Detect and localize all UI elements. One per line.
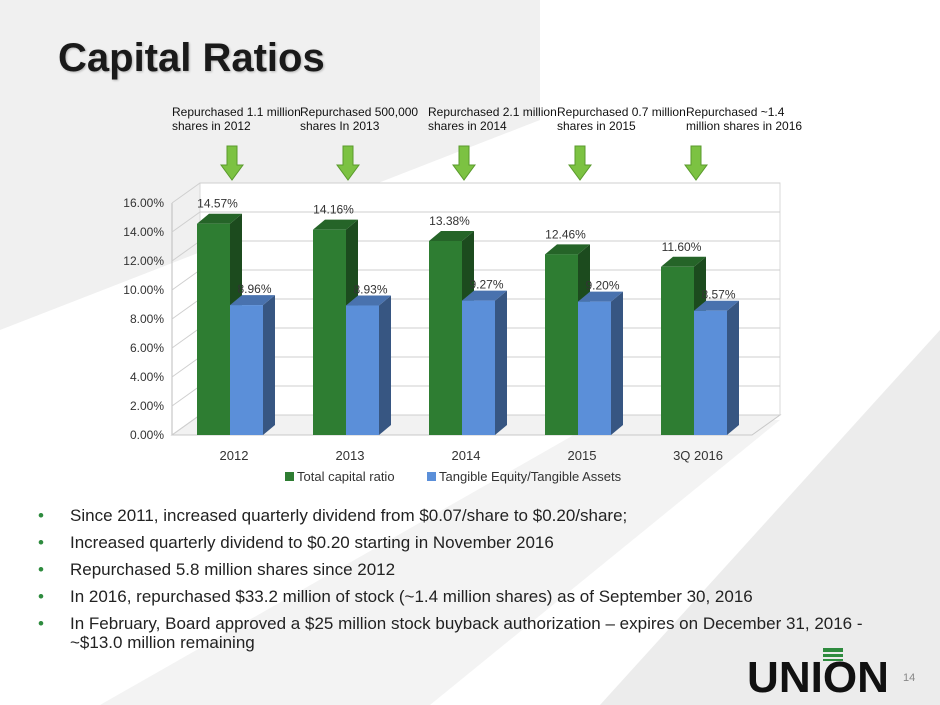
x-tick-label: 2012 <box>220 448 249 463</box>
y-tick-label: 10.00% <box>123 283 164 297</box>
x-tick-label: 2015 <box>568 448 597 463</box>
bar-tangible-equity-tangible-assets <box>346 305 379 435</box>
x-tick-label: 2014 <box>452 448 481 463</box>
bar-tangible-equity-tangible-assets <box>578 301 611 435</box>
logo-stripes <box>823 648 843 661</box>
bar-top <box>346 295 391 306</box>
y-tick-label: 12.00% <box>123 254 164 268</box>
callout-arrow-icon <box>452 145 476 181</box>
callout-2015: Repurchased 0.7 million shares in 2015 <box>557 105 686 133</box>
page-number: 14 <box>903 672 916 684</box>
capital-ratios-chart: 0.00% 2.00% 4.00% 6.00% 8.00% 10.00% 12.00% 14.… <box>123 145 782 484</box>
data-label: 12.46% <box>545 227 586 241</box>
bullet-text: Repurchased 5.8 million shares since 201… <box>70 560 396 579</box>
callout-2012: Repurchased 1.1 million shares in 2012 <box>172 105 301 133</box>
bar-top <box>545 244 590 255</box>
bar-top <box>694 300 739 311</box>
data-label: 8.93% <box>353 283 387 297</box>
data-label: 9.20% <box>585 279 619 293</box>
legend-label: Tangible Equity/Tangible Assets <box>439 469 622 484</box>
union-logo: UNION <box>747 648 889 696</box>
bar-tangible-equity-tangible-assets <box>462 300 495 435</box>
bar-tangible-equity-tangible-assets <box>230 305 263 435</box>
callout-arrow-icon <box>336 145 360 181</box>
callout-2016: Repurchased ~1.4 million shares in 2016 <box>686 105 803 133</box>
data-label: 8.57% <box>701 288 735 302</box>
callout-2013: Repurchased 500,000 shares In 2013 <box>300 105 419 133</box>
bar-top <box>578 291 623 302</box>
bullet-text: In February, Board approved a $25 millio… <box>70 614 863 652</box>
y-tick-label: 2.00% <box>130 399 164 413</box>
bullet-item: • Increased quarterly dividend to $0.20 s… <box>38 533 918 552</box>
bullet-item: • Repurchased 5.8 million shares since 20… <box>38 560 918 579</box>
gridline <box>171 211 780 233</box>
bullet-item: • Since 2011, increased quarterly dividen… <box>38 506 918 525</box>
y-tick-label: 14.00% <box>123 225 164 239</box>
callout-arrow-icon <box>568 145 592 181</box>
bullet-text: In 2016, repurchased $33.2 million of st… <box>70 587 753 606</box>
bar-total-capital-ratio <box>545 254 578 435</box>
bar-side <box>611 291 623 435</box>
bullet-dot: • <box>38 587 44 606</box>
bullet-dot: • <box>38 533 44 552</box>
legend-swatch <box>427 472 436 481</box>
bullet-dot: • <box>38 560 44 579</box>
bar-top <box>230 295 275 306</box>
bar-total-capital-ratio <box>197 223 230 435</box>
data-label: 14.16% <box>313 203 354 217</box>
x-tick-label: 2013 <box>336 448 365 463</box>
y-tick-label: 8.00% <box>130 312 164 326</box>
bar-side <box>379 295 391 435</box>
page-title: Capital Ratios <box>58 36 325 80</box>
bullet-dot: • <box>38 614 44 633</box>
bar-side <box>263 295 275 435</box>
bar-top <box>429 230 474 241</box>
y-tick-label: 16.00% <box>123 196 164 210</box>
gridline <box>171 182 780 204</box>
bullet-text: Increased quarterly dividend to $0.20 st… <box>70 533 554 552</box>
data-label: 9.27% <box>469 278 503 292</box>
data-label: 13.38% <box>429 214 470 228</box>
bullet-dot: • <box>38 506 44 525</box>
callout-arrow-icon <box>220 145 244 181</box>
data-label: 11.60% <box>662 240 702 254</box>
bar-total-capital-ratio <box>429 240 462 435</box>
data-label: 8.96% <box>237 282 271 296</box>
legend-label: Total capital ratio <box>297 469 395 484</box>
bullet-list: • Since 2011, increased quarterly dividen… <box>38 506 918 660</box>
legend-swatch <box>285 472 294 481</box>
bullet-item: • In February, Board approved a $25 milli… <box>38 614 918 652</box>
y-tick-label: 6.00% <box>130 341 164 355</box>
bar-top <box>661 256 706 267</box>
x-tick-label: 3Q 2016 <box>673 448 723 463</box>
bar-total-capital-ratio <box>661 266 694 435</box>
bar-top <box>462 290 507 301</box>
data-label: 14.57% <box>197 197 238 211</box>
y-tick-label: 0.00% <box>130 428 164 442</box>
bar-tangible-equity-tangible-assets <box>694 310 727 435</box>
y-tick-label: 4.00% <box>130 370 164 384</box>
callout-2014: Repurchased 2.1 million shares in 2014 <box>428 105 557 133</box>
bullet-text: Since 2011, increased quarterly dividend… <box>70 506 628 525</box>
svg-text:UNION: UNION <box>747 653 889 696</box>
bar-top <box>197 213 242 224</box>
callout-arrow-icon <box>684 145 708 181</box>
bar-side <box>495 290 507 435</box>
bullet-item: • In 2016, repurchased $33.2 million of s… <box>38 587 918 606</box>
bar-total-capital-ratio <box>313 229 346 435</box>
bar-side <box>727 300 739 435</box>
bar-top <box>313 219 358 230</box>
